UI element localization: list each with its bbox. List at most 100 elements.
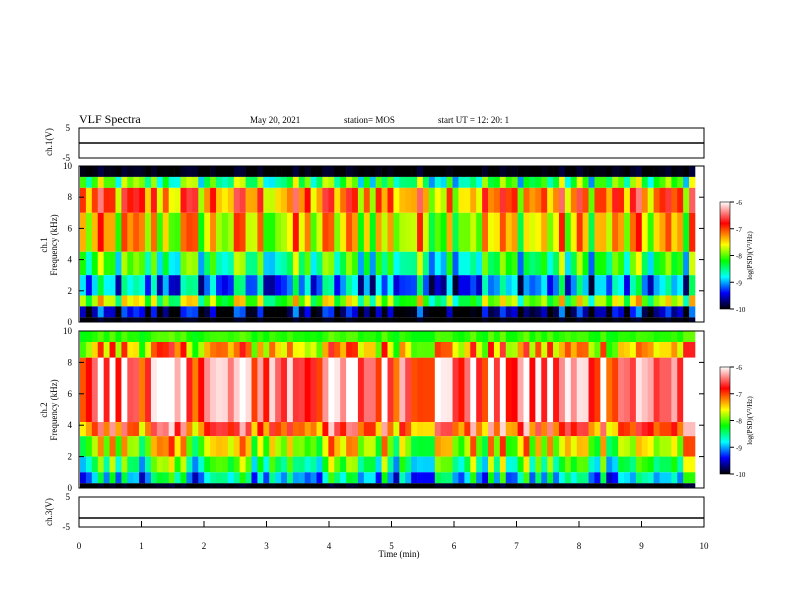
spectrogram-cell — [683, 422, 690, 437]
spectrogram-cell — [139, 166, 146, 177]
spectrogram-cell — [558, 212, 566, 252]
spectrogram-cell — [493, 212, 501, 252]
spectrogram-cell — [535, 456, 542, 473]
spectrogram-cell — [659, 357, 666, 423]
spectrogram-cell — [535, 341, 542, 358]
spectrogram-cell — [458, 483, 465, 488]
spectrogram-cell — [428, 187, 436, 213]
spectrogram-cell — [204, 331, 211, 342]
spectrogram-cell — [369, 275, 376, 296]
spectrogram-cell — [85, 331, 93, 342]
spectrogram-cell — [600, 331, 607, 342]
spectrogram-cell — [659, 212, 666, 252]
spectrogram-cell — [641, 357, 648, 423]
spectrogram-cell — [340, 357, 347, 423]
spectrogram-cell — [393, 187, 400, 213]
spectrogram-cell — [624, 357, 631, 423]
spectrogram-cell — [588, 472, 595, 484]
spectrogram-cell — [127, 306, 134, 318]
spectrogram-cell — [411, 295, 418, 307]
spectrogram-cell — [357, 472, 365, 484]
spectrogram-cell — [91, 275, 99, 296]
spectrogram-cell — [227, 251, 235, 276]
spectrogram-cell — [665, 357, 672, 423]
spectrogram-cell — [647, 436, 654, 457]
spectrogram-cell — [564, 187, 572, 213]
spectrogram-cell — [428, 422, 436, 437]
colorbar-tick-label: -7 — [736, 391, 742, 399]
ch3-voltage-ylabel: ch.3(V) — [44, 498, 54, 526]
spectrogram-cell — [464, 436, 471, 457]
spectrogram-cell — [292, 422, 300, 437]
spectrogram-cell — [198, 456, 205, 473]
spectrogram-cell — [156, 176, 164, 188]
spectrogram-cell — [369, 166, 376, 177]
spectrogram-cell — [233, 212, 240, 252]
spectrogram-cell — [535, 212, 542, 252]
spectrogram-cell — [411, 187, 418, 213]
spectrogram-cell — [405, 212, 412, 252]
spectrogram-cell — [535, 166, 542, 177]
spectrogram-cell — [198, 331, 205, 342]
spectrogram-cell — [588, 295, 595, 307]
spectrogram-cell — [511, 341, 518, 358]
spectrogram-cell — [127, 456, 134, 473]
spectrogram-cell — [286, 436, 294, 457]
spectrogram-cell — [600, 295, 607, 307]
spectrogram-cell — [464, 331, 471, 342]
spectrogram-cell — [440, 436, 447, 457]
spectrogram-cell — [216, 422, 223, 437]
spectrogram-cell — [624, 166, 631, 177]
spectrogram-cell — [363, 166, 371, 177]
spectrogram-cell — [316, 295, 323, 307]
spectrogram-cell — [541, 251, 548, 276]
spectrogram-cell — [233, 176, 240, 188]
spectrogram-cell — [606, 331, 613, 342]
spectrogram-cell — [375, 187, 382, 213]
spectrogram-cell — [470, 422, 477, 437]
spectrogram-cell — [269, 317, 276, 322]
spectrogram-cell — [133, 251, 140, 276]
spectrogram-cell — [405, 251, 412, 276]
spectrogram-cell — [635, 317, 643, 322]
spectrogram-cell — [464, 472, 471, 484]
spectrogram-cell — [304, 187, 311, 213]
spectrogram-cell — [624, 436, 631, 457]
spectrogram-cell — [635, 331, 643, 342]
spectrogram-cell — [671, 472, 678, 484]
spectrogram-cell — [363, 295, 371, 307]
spectrogram-cell — [529, 341, 536, 358]
spectrogram-cell — [239, 317, 246, 322]
spectrogram-cell — [405, 331, 412, 342]
spectrogram-cell — [346, 187, 353, 213]
spectrogram-cell — [168, 317, 175, 322]
spectrogram-cell — [689, 176, 696, 188]
spectrogram-cell — [286, 176, 294, 188]
spectrogram-cell — [659, 306, 666, 318]
spectrogram-cell — [375, 251, 382, 276]
spectrogram-cell — [369, 331, 376, 342]
spectrogram-cell — [162, 436, 169, 457]
spectrogram-cell — [346, 472, 353, 484]
spectrogram-cell — [570, 187, 578, 213]
spectrogram-cell — [85, 422, 93, 437]
spectrogram-cell — [162, 317, 169, 322]
spectrogram-cell — [612, 357, 619, 423]
spectrogram-cell — [422, 306, 430, 318]
spectrogram-cell — [346, 331, 353, 342]
spectrogram-cell — [298, 306, 306, 318]
spectrogram-cell — [499, 212, 507, 252]
spectrogram-cell — [488, 166, 495, 177]
spectrogram-cell — [239, 275, 246, 296]
colorbar-tick-label: -8 — [736, 253, 742, 261]
spectrogram-cell — [488, 483, 495, 488]
spectrogram-cell — [210, 212, 217, 252]
spectrogram-cell — [381, 456, 388, 473]
spectrogram-cell — [553, 357, 560, 423]
spectrogram-cell — [115, 166, 122, 177]
spectrogram-cell — [269, 166, 276, 177]
spectrogram-cell — [85, 166, 93, 177]
spectrogram-cell — [653, 176, 660, 188]
spectrogram-cell — [476, 251, 483, 276]
spectrogram-cell — [174, 456, 181, 473]
